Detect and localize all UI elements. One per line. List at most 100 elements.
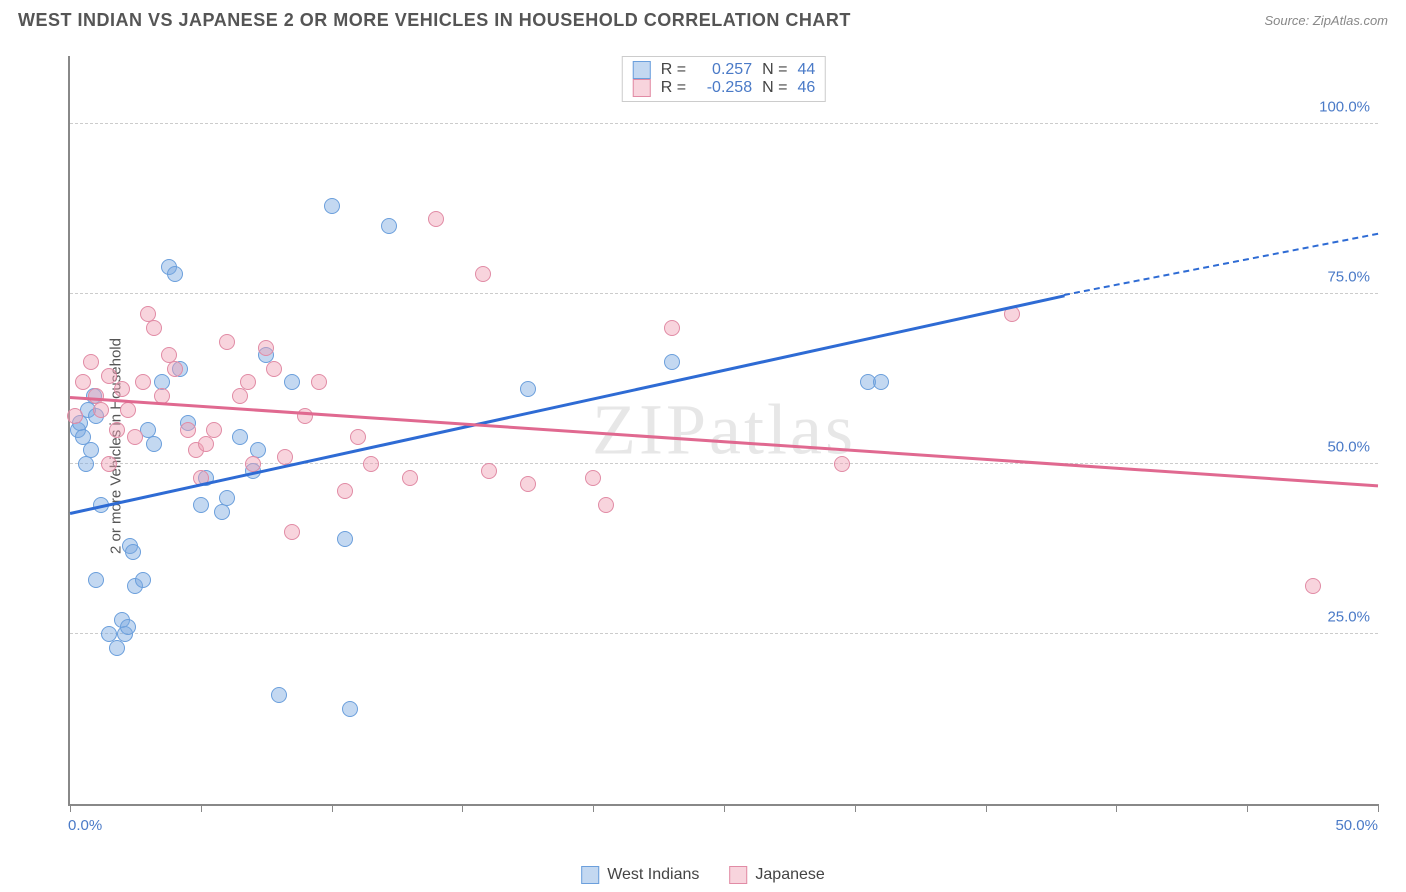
scatter-point: [219, 334, 235, 350]
x-tick: [332, 804, 333, 812]
scatter-point: [93, 402, 109, 418]
gridline: [70, 293, 1378, 294]
watermark: ZIPatlas: [592, 389, 856, 472]
series-legend: West IndiansJapanese: [581, 866, 825, 884]
scatter-point: [127, 429, 143, 445]
scatter-point: [873, 374, 889, 390]
n-value: 44: [797, 61, 815, 79]
scatter-point: [363, 456, 379, 472]
n-value: 46: [797, 79, 815, 97]
scatter-point: [88, 572, 104, 588]
scatter-point: [481, 463, 497, 479]
gridline: [70, 463, 1378, 464]
r-label: R =: [661, 79, 686, 97]
trend-line: [70, 396, 1378, 487]
scatter-point: [520, 381, 536, 397]
scatter-point: [83, 354, 99, 370]
header: WEST INDIAN VS JAPANESE 2 OR MORE VEHICL…: [0, 0, 1406, 37]
scatter-point: [219, 490, 235, 506]
scatter-point: [75, 374, 91, 390]
scatter-point: [193, 497, 209, 513]
scatter-point: [146, 436, 162, 452]
scatter-point: [350, 429, 366, 445]
scatter-point: [101, 368, 117, 384]
x-tick: [201, 804, 202, 812]
x-tick: [1378, 804, 1379, 812]
scatter-point: [232, 388, 248, 404]
scatter-point: [271, 687, 287, 703]
x-tick: [1247, 804, 1248, 812]
scatter-point: [135, 374, 151, 390]
scatter-point: [109, 640, 125, 656]
scatter-point: [135, 572, 151, 588]
scatter-point: [520, 476, 536, 492]
trend-line: [70, 294, 1065, 514]
scatter-point: [834, 456, 850, 472]
scatter-point: [284, 524, 300, 540]
scatter-point: [337, 531, 353, 547]
legend-swatch: [581, 866, 599, 884]
chart-title: WEST INDIAN VS JAPANESE 2 OR MORE VEHICL…: [18, 10, 851, 31]
x-tick-label: 50.0%: [1335, 817, 1378, 834]
scatter-point: [585, 470, 601, 486]
scatter-point: [1305, 578, 1321, 594]
x-tick: [724, 804, 725, 812]
scatter-point: [402, 470, 418, 486]
legend-item: West Indians: [581, 866, 699, 884]
gridline: [70, 123, 1378, 124]
x-tick: [70, 804, 71, 812]
chart-source: Source: ZipAtlas.com: [1264, 13, 1388, 28]
r-label: R =: [661, 61, 686, 79]
scatter-point: [342, 701, 358, 717]
correlation-row: R = -0.258 N = 46: [633, 79, 815, 97]
scatter-point: [324, 198, 340, 214]
scatter-point: [67, 408, 83, 424]
scatter-point: [198, 436, 214, 452]
x-tick: [1116, 804, 1117, 812]
n-label: N =: [762, 61, 787, 79]
x-tick: [855, 804, 856, 812]
x-tick: [593, 804, 594, 812]
legend-label: West Indians: [607, 866, 699, 884]
scatter-point: [214, 504, 230, 520]
n-label: N =: [762, 79, 787, 97]
legend-swatch: [633, 61, 651, 79]
scatter-point: [598, 497, 614, 513]
scatter-point: [258, 340, 274, 356]
legend-swatch: [729, 866, 747, 884]
scatter-point: [120, 402, 136, 418]
scatter-point: [240, 374, 256, 390]
scatter-point: [180, 422, 196, 438]
y-tick-label: 50.0%: [1327, 439, 1370, 456]
scatter-point: [664, 320, 680, 336]
scatter-point: [428, 211, 444, 227]
trend-line: [1064, 233, 1378, 296]
scatter-point: [284, 374, 300, 390]
scatter-point: [475, 266, 491, 282]
x-tick: [986, 804, 987, 812]
scatter-point: [381, 218, 397, 234]
scatter-point: [664, 354, 680, 370]
gridline: [70, 633, 1378, 634]
scatter-point: [120, 619, 136, 635]
correlation-legend: R = 0.257 N = 44 R = -0.258 N = 46: [622, 56, 826, 102]
scatter-point: [114, 381, 130, 397]
correlation-row: R = 0.257 N = 44: [633, 61, 815, 79]
scatter-point: [206, 422, 222, 438]
scatter-point: [167, 266, 183, 282]
r-value: -0.258: [696, 79, 752, 97]
y-tick-label: 25.0%: [1327, 609, 1370, 626]
y-tick-label: 75.0%: [1327, 269, 1370, 286]
scatter-point: [125, 544, 141, 560]
x-tick-label: 0.0%: [68, 817, 102, 834]
x-tick: [462, 804, 463, 812]
scatter-point: [311, 374, 327, 390]
r-value: 0.257: [696, 61, 752, 79]
scatter-point: [101, 456, 117, 472]
scatter-plot: ZIPatlas R = 0.257 N = 44 R = -0.258 N = 46 25.…: [68, 56, 1378, 806]
scatter-point: [83, 442, 99, 458]
scatter-point: [266, 361, 282, 377]
chart-area: 2 or more Vehicles in Household ZIPatlas…: [18, 46, 1388, 846]
scatter-point: [337, 483, 353, 499]
y-tick-label: 100.0%: [1319, 99, 1370, 116]
